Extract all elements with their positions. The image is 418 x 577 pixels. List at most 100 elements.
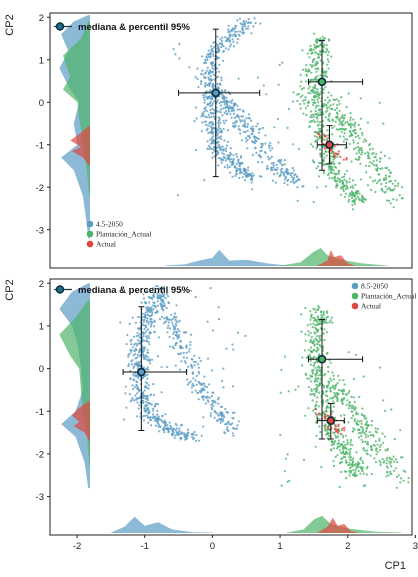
data-point-green bbox=[387, 186, 390, 189]
data-point-green bbox=[335, 397, 338, 400]
data-point-blue bbox=[217, 164, 220, 167]
data-point-blue bbox=[218, 63, 221, 67]
data-point-blue bbox=[174, 342, 177, 345]
data-point-blue bbox=[184, 438, 187, 441]
data-point-green bbox=[315, 383, 318, 386]
data-point-blue bbox=[202, 96, 205, 99]
data-point-blue bbox=[226, 157, 229, 160]
y-tick-label: -2 bbox=[36, 449, 44, 460]
data-point-blue bbox=[196, 77, 199, 80]
data-point-blue bbox=[276, 117, 280, 121]
data-point-blue bbox=[153, 320, 156, 323]
data-point-green bbox=[326, 137, 329, 140]
data-point-blue bbox=[129, 349, 132, 352]
data-point-green bbox=[341, 460, 344, 464]
data-point-blue bbox=[235, 427, 238, 430]
data-point-green bbox=[344, 138, 347, 141]
y-axis-label: CP2 bbox=[4, 279, 16, 300]
data-point-blue bbox=[157, 336, 160, 339]
data-point-blue bbox=[276, 166, 279, 169]
data-point-green bbox=[316, 38, 319, 41]
data-point-green bbox=[312, 200, 315, 204]
data-point-green bbox=[326, 54, 329, 57]
data-point-blue bbox=[130, 360, 133, 363]
data-point-green bbox=[351, 179, 355, 182]
data-point-green bbox=[366, 449, 369, 452]
data-point-green bbox=[311, 399, 314, 402]
data-point-green bbox=[333, 172, 336, 175]
data-point-green bbox=[360, 425, 363, 429]
data-point-blue bbox=[268, 146, 271, 149]
data-point-green bbox=[318, 418, 321, 421]
data-point-blue bbox=[228, 105, 231, 108]
data-point-blue bbox=[143, 409, 146, 413]
data-point-blue bbox=[238, 34, 241, 37]
legend-entry-3: Actual bbox=[96, 240, 116, 249]
data-point-blue bbox=[146, 313, 149, 316]
data-point-blue bbox=[137, 365, 140, 368]
data-point-blue bbox=[176, 320, 179, 324]
data-point-green bbox=[325, 394, 328, 397]
data-point-blue bbox=[233, 112, 236, 115]
y-density-red bbox=[70, 125, 90, 166]
data-point-green bbox=[387, 199, 391, 202]
data-point-blue bbox=[213, 140, 216, 143]
data-point-blue bbox=[254, 146, 257, 150]
data-point-blue bbox=[156, 409, 159, 412]
data-point-blue bbox=[167, 302, 171, 305]
data-point-blue bbox=[207, 55, 210, 58]
data-point-green bbox=[398, 194, 401, 197]
data-point-blue bbox=[216, 75, 219, 78]
data-point-blue bbox=[265, 167, 268, 170]
data-point-blue bbox=[240, 155, 243, 158]
data-point-blue bbox=[200, 388, 203, 391]
data-point-green bbox=[389, 202, 392, 205]
data-point-green bbox=[315, 63, 318, 66]
data-point-green bbox=[355, 451, 358, 454]
data-point-blue bbox=[277, 83, 280, 86]
data-point-green bbox=[309, 338, 312, 341]
plot-frame bbox=[49, 12, 413, 269]
data-point-green bbox=[344, 456, 347, 459]
data-point-blue bbox=[246, 21, 250, 25]
data-point-green bbox=[317, 374, 320, 377]
data-point-blue bbox=[134, 394, 137, 397]
data-point-blue bbox=[210, 45, 213, 48]
data-point-blue bbox=[234, 35, 237, 38]
data-point-blue bbox=[270, 162, 273, 165]
data-point-blue bbox=[250, 32, 253, 35]
data-point-green bbox=[326, 431, 329, 434]
data-point-blue bbox=[247, 18, 250, 21]
data-point-green bbox=[370, 472, 373, 476]
legend-marker-1 bbox=[351, 282, 359, 290]
data-point-green bbox=[332, 378, 336, 381]
data-point-red bbox=[345, 157, 348, 160]
data-point-green bbox=[361, 430, 364, 433]
data-point-blue bbox=[174, 434, 177, 437]
x-tick-label: -2 bbox=[73, 541, 81, 552]
data-point-green bbox=[322, 384, 325, 388]
data-point-blue bbox=[237, 161, 240, 164]
data-point-green bbox=[325, 70, 328, 73]
data-point-green bbox=[356, 142, 360, 145]
data-point-blue bbox=[141, 315, 144, 318]
data-point-green bbox=[306, 104, 309, 107]
data-point-green bbox=[318, 161, 321, 164]
data-point-blue bbox=[212, 115, 215, 118]
data-point-blue bbox=[246, 138, 249, 141]
data-point-blue bbox=[254, 138, 257, 141]
data-point-blue bbox=[267, 158, 270, 161]
data-point-green bbox=[327, 91, 330, 94]
data-point-blue bbox=[217, 418, 221, 421]
data-point-blue bbox=[246, 134, 250, 138]
data-point-blue bbox=[220, 104, 223, 107]
data-point-blue bbox=[241, 176, 244, 179]
data-point-green bbox=[325, 400, 328, 403]
data-point-green bbox=[365, 420, 368, 423]
data-point-green bbox=[359, 465, 362, 468]
x-density-blue bbox=[110, 516, 213, 533]
data-point-blue bbox=[236, 424, 239, 427]
data-point-blue bbox=[217, 126, 220, 129]
data-point-green bbox=[389, 171, 392, 174]
data-point-blue bbox=[160, 366, 163, 369]
